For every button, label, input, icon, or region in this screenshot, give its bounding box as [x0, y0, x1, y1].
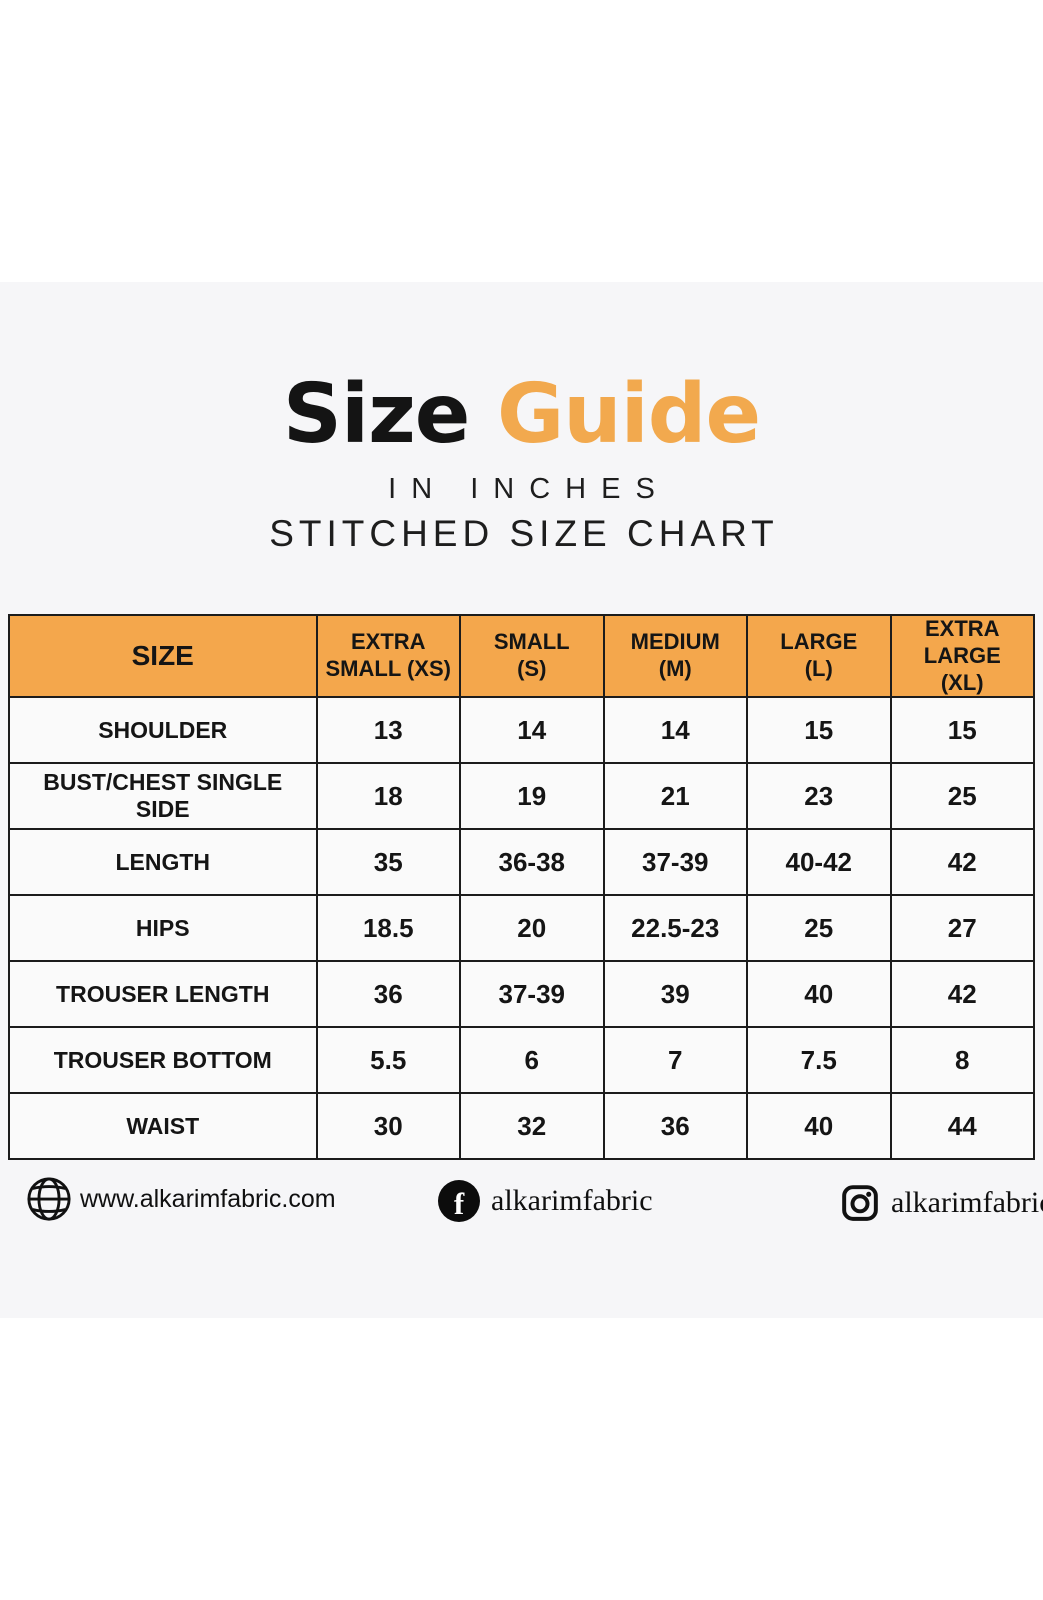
- cell-value: 25: [746, 894, 892, 963]
- cell-value: 39: [602, 960, 748, 1029]
- column-header: EXTRA LARGE (XL): [889, 613, 1035, 699]
- cell-value: 8: [889, 1026, 1035, 1095]
- cell-value: 42: [889, 960, 1035, 1029]
- cell-value: 27: [889, 894, 1035, 963]
- cell-value: 40: [746, 960, 892, 1029]
- cell-value: 6: [459, 1026, 605, 1095]
- instagram-handle: alkarimfabrics: [891, 1186, 1043, 1219]
- size-table: SIZE EXTRA SMALL (XS) SMALL (S) MEDIUM (M) LARG…: [8, 613, 1035, 1161]
- cell-value: 18.5: [315, 894, 461, 963]
- cell-value: 15: [889, 696, 1035, 765]
- column-header-line1: MEDIUM: [630, 629, 720, 655]
- cell-value: 44: [889, 1092, 1035, 1161]
- column-header: MEDIUM (M): [602, 613, 748, 699]
- column-header-line1: EXTRA: [350, 629, 426, 655]
- table-row: SHOULDER 13 14 14 15 15: [8, 696, 1035, 765]
- column-header-line2: (XL): [940, 669, 984, 695]
- globe-icon: [26, 1176, 72, 1222]
- website-url: www.alkarimfabric.com: [80, 1184, 336, 1213]
- footer-facebook: f alkarimfabric: [438, 1180, 653, 1222]
- facebook-handle: alkarimfabric: [491, 1184, 653, 1217]
- instagram-icon: [841, 1184, 879, 1222]
- header: Size Guide IN INCHES STITCHED SIZE CHART: [0, 374, 1043, 555]
- cell-value: 36: [602, 1092, 748, 1161]
- cell-value: 23: [746, 762, 892, 831]
- row-label: LENGTH: [8, 828, 318, 897]
- cell-value: 35: [315, 828, 461, 897]
- table-row: BUST/CHEST SINGLE SIDE 18 19 21 23 25: [8, 762, 1035, 831]
- column-header: LARGE (L): [746, 613, 892, 699]
- column-header-line2: (S): [517, 656, 547, 682]
- cell-value: 7: [602, 1026, 748, 1095]
- cell-value: 7.5: [746, 1026, 892, 1095]
- cell-value: 19: [459, 762, 605, 831]
- table-row: TROUSER LENGTH 36 37-39 39 40 42: [8, 960, 1035, 1029]
- cell-value: 36-38: [459, 828, 605, 897]
- table-header-row: SIZE EXTRA SMALL (XS) SMALL (S) MEDIUM (M) LARG…: [8, 613, 1035, 699]
- cell-value: 14: [602, 696, 748, 765]
- cell-value: 37-39: [602, 828, 748, 897]
- cell-value: 30: [315, 1092, 461, 1161]
- row-label: TROUSER LENGTH: [8, 960, 318, 1029]
- row-label: WAIST: [8, 1092, 318, 1161]
- table-row: HIPS 18.5 20 22.5-23 25 27: [8, 894, 1035, 963]
- row-label: HIPS: [8, 894, 318, 963]
- facebook-icon: f: [438, 1180, 480, 1222]
- cell-value: 32: [459, 1092, 605, 1161]
- cell-value: 42: [889, 828, 1035, 897]
- column-header-line1: SIZE: [131, 640, 194, 672]
- row-label: BUST/CHEST SINGLE SIDE: [8, 762, 318, 831]
- cell-value: 18: [315, 762, 461, 831]
- cell-value: 36: [315, 960, 461, 1029]
- table-row: WAIST 30 32 36 40 44: [8, 1092, 1035, 1161]
- cell-value: 25: [889, 762, 1035, 831]
- column-header-line2: (L): [804, 656, 833, 682]
- row-label: SHOULDER: [8, 696, 318, 765]
- column-header-line2: (M): [658, 656, 692, 682]
- subtitle-in-inches: IN INCHES: [388, 473, 670, 505]
- page-title-accent: Guide: [496, 367, 761, 462]
- cell-value: 15: [746, 696, 892, 765]
- column-header: SIZE: [8, 613, 318, 699]
- table-row: TROUSER BOTTOM 5.5 6 7 7.5 8: [8, 1026, 1035, 1095]
- table-row: LENGTH 35 36-38 37-39 40-42 42: [8, 828, 1035, 897]
- column-header-line1: SMALL: [493, 629, 570, 655]
- row-label: TROUSER BOTTOM: [8, 1026, 318, 1095]
- column-header: SMALL (S): [459, 613, 605, 699]
- cell-value: 40: [746, 1092, 892, 1161]
- page-title-black: Size: [282, 367, 471, 462]
- subtitle-stitched-size-chart: STITCHED SIZE CHART: [269, 513, 779, 554]
- column-header-line2: SMALL (XS): [325, 656, 451, 682]
- page-title: Size Guide: [0, 374, 1043, 456]
- cell-value: 14: [459, 696, 605, 765]
- column-header: EXTRA SMALL (XS): [315, 613, 461, 699]
- footer-website: www.alkarimfabric.com: [26, 1176, 336, 1222]
- cell-value: 40-42: [746, 828, 892, 897]
- cell-value: 22.5-23: [602, 894, 748, 963]
- cell-value: 37-39: [459, 960, 605, 1029]
- cell-value: 13: [315, 696, 461, 765]
- footer-instagram: alkarimfabrics: [841, 1184, 1043, 1222]
- column-header-line1: EXTRA LARGE: [923, 616, 1001, 668]
- cell-value: 20: [459, 894, 605, 963]
- cell-value: 5.5: [315, 1026, 461, 1095]
- cell-value: 21: [602, 762, 748, 831]
- column-header-line1: LARGE: [780, 629, 858, 655]
